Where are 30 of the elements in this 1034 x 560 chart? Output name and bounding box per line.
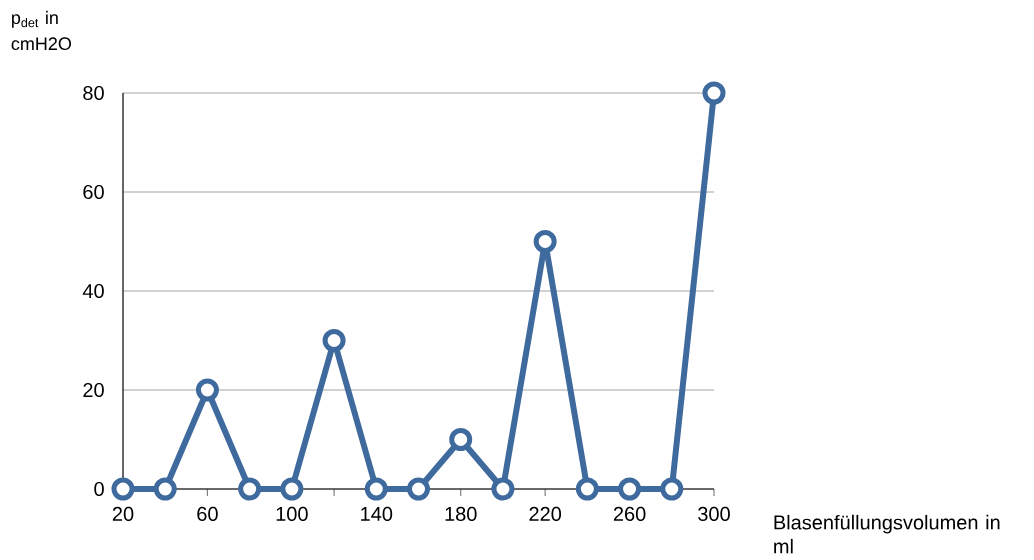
point — [195, 378, 219, 402]
y-tick-label: 20 — [83, 382, 104, 398]
x-tick-label: 220 — [529, 506, 562, 522]
point — [618, 477, 642, 501]
x-tick-label: 140 — [361, 506, 393, 522]
x-tick-label: 180 — [445, 506, 477, 522]
point — [111, 477, 135, 501]
y-tick-label: 40 — [82, 283, 104, 299]
x-axis-title: Blasenfüllungsvolumen in ml — [774, 514, 1000, 554]
x-tick-label: 100 — [276, 506, 308, 522]
point — [660, 477, 684, 501]
point — [238, 477, 262, 501]
point — [364, 477, 388, 501]
y-axis-title: p$_{det}$ in cmH2O — [11, 10, 72, 51]
y-tick-label: 60 — [83, 184, 104, 200]
point — [533, 230, 557, 253]
point — [491, 477, 515, 501]
y-tick-label: 0 — [94, 481, 104, 497]
x-tick-label: 260 — [613, 506, 646, 522]
point — [702, 81, 726, 105]
y-tick-label: 80 — [83, 85, 104, 101]
point — [280, 477, 304, 501]
point — [407, 477, 430, 501]
point — [153, 477, 177, 501]
x-tick-label: 300 — [698, 506, 730, 522]
x-tick-label: 60 — [197, 506, 218, 522]
point — [575, 477, 599, 501]
point — [322, 329, 346, 352]
x-tick-label: 20 — [112, 506, 134, 522]
point — [449, 428, 473, 451]
